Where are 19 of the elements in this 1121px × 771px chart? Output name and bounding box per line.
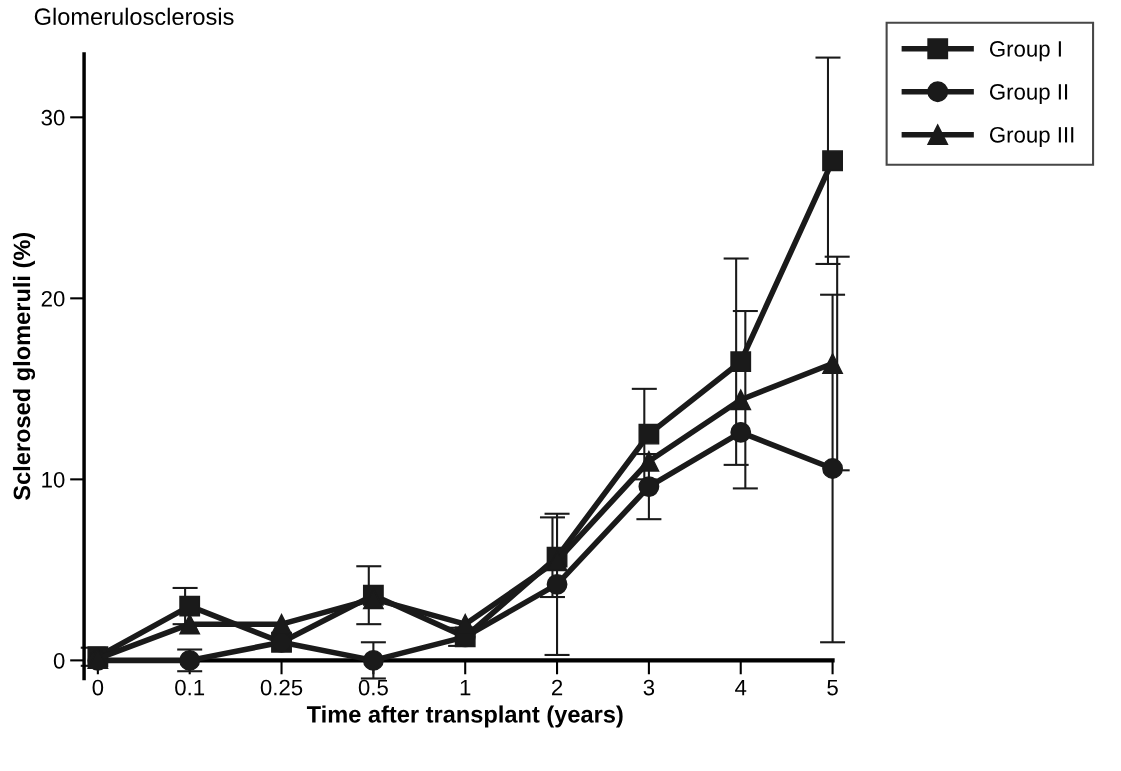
y-tick-label: 20 <box>41 290 65 307</box>
x-tick-label: 1 <box>460 679 471 696</box>
y-tick-label: 10 <box>42 471 65 488</box>
y-tick-label: 0 <box>53 652 65 669</box>
y-tick-label: 30 <box>41 109 65 126</box>
legend-label: Group II <box>989 83 1068 105</box>
x-tick-label: 0.5 <box>358 679 388 696</box>
chart-title: Glomerulosclerosis <box>34 7 234 26</box>
x-axis-title: Time after transplant (years) <box>306 705 623 728</box>
y-axis-title: Sclerosed glomeruli (%) <box>12 232 36 501</box>
legend-label: Group III <box>989 126 1074 148</box>
legend-label: Group I <box>989 41 1061 62</box>
x-tick-label: 0 <box>92 679 104 696</box>
x-tick-label: 2 <box>552 679 563 696</box>
x-tick-label: 4 <box>735 679 747 696</box>
x-tick-label: 0.1 <box>175 679 205 696</box>
x-tick-label: 5 <box>827 679 838 696</box>
x-tick-label: 3 <box>643 679 655 696</box>
x-tick-label: 0.25 <box>260 679 303 696</box>
